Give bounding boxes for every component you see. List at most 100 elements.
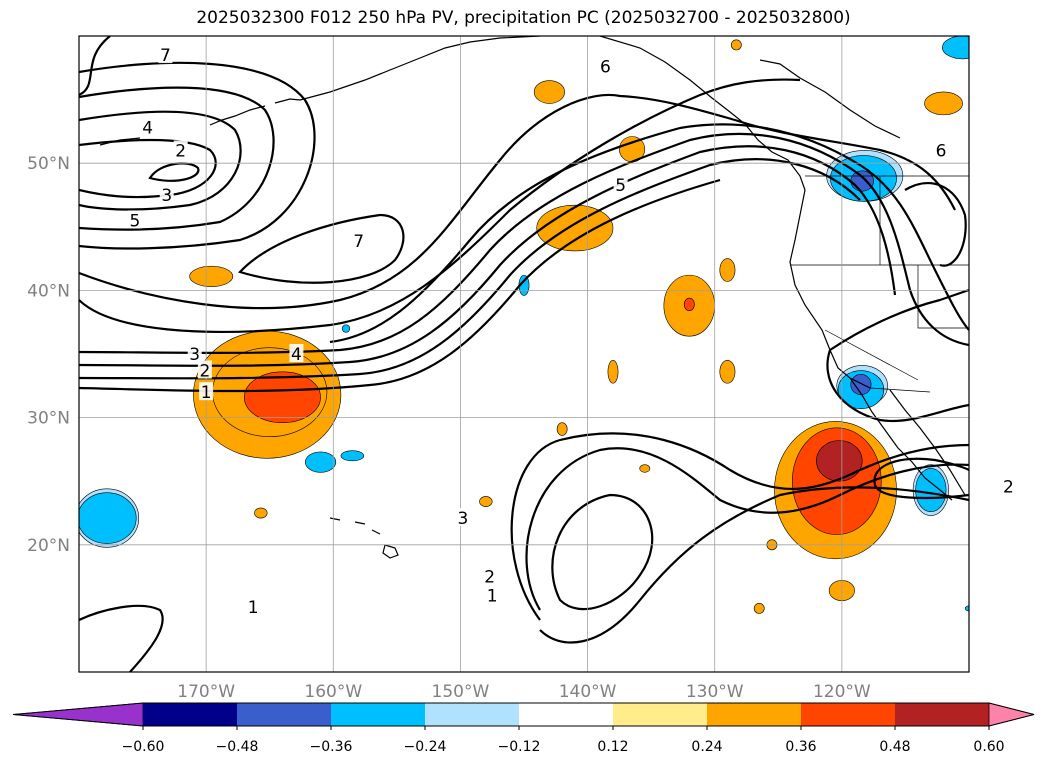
state-borders xyxy=(790,176,969,381)
precip-blob-34 xyxy=(305,451,337,473)
lon-tick-label: 120°W xyxy=(813,682,871,702)
colorbar: −0.60 −0.48 −0.36 −0.24 −0.12 0.12 0.24 0.36 0.4… xyxy=(12,702,1035,755)
colorbar-segment xyxy=(331,703,425,726)
colorbar-tick-label: 0.12 xyxy=(597,739,628,755)
contour-label: 2 xyxy=(484,568,495,588)
contour-label-bg xyxy=(127,210,142,229)
contour-label: 2 xyxy=(1003,477,1014,497)
precip-blob-23 xyxy=(730,39,742,51)
contour-label: 3 xyxy=(161,186,172,206)
contour-label: 4 xyxy=(291,345,302,365)
baja-california xyxy=(849,377,953,501)
precip-blob-5 xyxy=(816,440,863,482)
contour-label-bg xyxy=(613,174,628,193)
border-us-mexico xyxy=(869,387,931,393)
gridlines-layer xyxy=(79,36,969,672)
precip-blob-38 xyxy=(341,324,351,333)
pv-contour-low-ring-1 xyxy=(79,138,217,199)
pv-contour-7-edge xyxy=(79,78,801,333)
hawaii-islands xyxy=(329,517,399,559)
contour-label-bg xyxy=(246,597,261,616)
contour-label: 7 xyxy=(160,46,171,66)
precip-blob-22 xyxy=(556,422,568,436)
colorbar-extend-min xyxy=(12,702,144,727)
pv-contour-1-southwest xyxy=(79,604,164,672)
lat-tick-label: 30°N xyxy=(27,409,70,429)
canada-coast xyxy=(744,59,901,191)
lon-tick-label: 170°W xyxy=(177,682,235,702)
pv-contour-east-2 xyxy=(873,457,969,500)
contour-label-bg xyxy=(199,382,214,401)
pv-contour-3 xyxy=(79,145,897,367)
colorbar-segment xyxy=(707,703,801,726)
lon-tick-label: 140°W xyxy=(559,682,617,702)
precip-blob-17 xyxy=(254,507,268,519)
contour-label-bg xyxy=(351,230,366,249)
colorbar-tick-label: −0.36 xyxy=(310,739,353,755)
pv-contour-sub-3 xyxy=(551,493,654,611)
contour-label-bg xyxy=(289,344,304,362)
colorbar-segment xyxy=(801,703,895,726)
precipitation-layer xyxy=(79,36,969,614)
contour-label: 2 xyxy=(199,362,210,382)
contour-label-bg xyxy=(934,140,949,159)
pv-contour-7-outer xyxy=(79,36,111,96)
pv-contour-6-northeast xyxy=(904,182,967,267)
precip-blob-11 xyxy=(533,80,565,104)
colorbar-segment xyxy=(519,703,613,726)
colorbar-segment xyxy=(425,703,519,726)
precip-blob-37 xyxy=(942,36,969,60)
lat-tick-label: 20°N xyxy=(27,536,70,556)
chart-title: 2025032300 F012 250 hPa PV, precipitatio… xyxy=(196,8,851,28)
lat-tick-label: 50°N xyxy=(27,154,70,174)
contour-label-bg xyxy=(455,508,470,527)
alaska-coast xyxy=(274,36,746,125)
precip-blob-33 xyxy=(915,468,947,513)
lon-tick-label: 150°W xyxy=(432,682,490,702)
precip-blob-19 xyxy=(639,464,651,473)
contour-label: 4 xyxy=(142,119,153,139)
colorbar-tick-label: −0.48 xyxy=(216,739,259,755)
lon-tick-label: 130°W xyxy=(686,682,744,702)
precip-blob-21 xyxy=(753,603,765,614)
contour-label-bg xyxy=(159,185,174,203)
pv-contour-low-ring-4 xyxy=(79,61,316,250)
colorbar-tick-label: −0.60 xyxy=(122,739,165,755)
contour-label: 7 xyxy=(353,232,364,252)
colorbar-extend-max xyxy=(988,702,1035,727)
precip-blob-15 xyxy=(719,360,736,384)
contour-label: 5 xyxy=(130,211,141,231)
contour-label-bg xyxy=(1001,476,1016,495)
pv-contour-4 xyxy=(79,132,969,354)
pv-contour-6 xyxy=(79,93,956,310)
pv-contour-5 xyxy=(329,123,969,344)
coastline-layer xyxy=(99,36,969,559)
contour-label-bg xyxy=(197,360,212,379)
mexico-coast xyxy=(889,389,966,496)
contour-label: 1 xyxy=(248,598,259,618)
colorbar-segment xyxy=(895,703,989,726)
precip-blob-14 xyxy=(719,258,736,282)
longitude-labels: 170°W 160°W 150°W 140°W 130°W 120°W xyxy=(177,682,871,702)
contour-label-bg xyxy=(485,585,500,604)
precip-blob-35 xyxy=(340,450,365,462)
colorbar-tick-label: 0.36 xyxy=(785,739,816,755)
colorbar-tick-label: −0.12 xyxy=(498,739,541,755)
contour-label: 5 xyxy=(615,176,626,196)
precip-blob-2 xyxy=(243,371,321,423)
lon-tick-label: 160°W xyxy=(304,682,362,702)
pv-contour-low-ring-2 xyxy=(79,110,242,211)
contour-label-bg xyxy=(173,140,188,159)
contour-label-bg xyxy=(140,117,155,136)
colorbar-segment xyxy=(143,703,237,726)
precip-blob-25 xyxy=(79,492,137,544)
contour-label: 6 xyxy=(936,141,947,161)
colorbar-tick-label: 0.48 xyxy=(879,739,910,755)
lat-tick-label: 40°N xyxy=(27,281,70,301)
precip-blob-9 xyxy=(189,265,234,287)
contour-label: 1 xyxy=(201,383,212,403)
pv-contour-sub-1 xyxy=(510,432,969,621)
map-frame xyxy=(78,35,970,673)
